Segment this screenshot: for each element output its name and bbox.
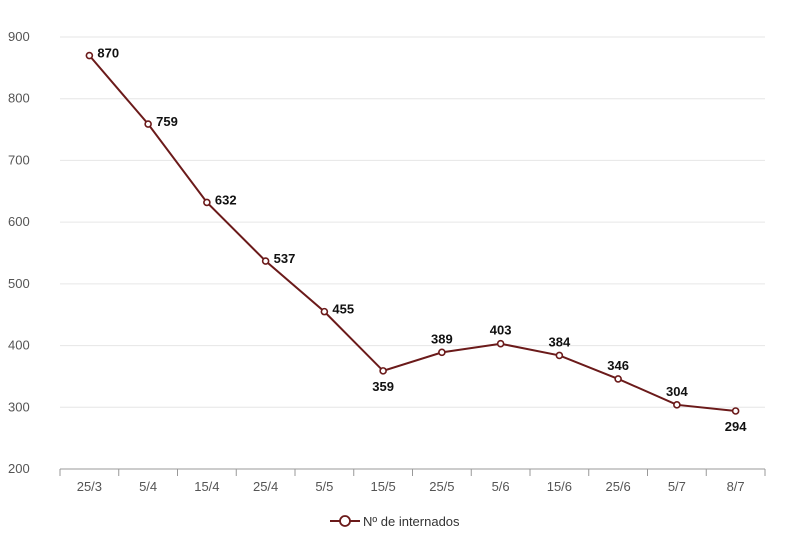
- data-point[interactable]: [261, 257, 270, 265]
- data-point[interactable]: [731, 407, 740, 415]
- legend-label[interactable]: Nº de internados: [363, 514, 460, 529]
- y-tick-label: 900: [8, 29, 30, 44]
- data-point[interactable]: [320, 307, 329, 316]
- x-tick-label: 5/5: [315, 479, 333, 494]
- grid-lines: [60, 36, 765, 408]
- data-label: 455: [332, 302, 354, 317]
- data-label: 384: [549, 334, 571, 349]
- y-tick-label: 400: [8, 338, 30, 353]
- data-label: 537: [274, 251, 296, 266]
- data-point[interactable]: [614, 375, 622, 383]
- y-tick-labels: 200 300 400 500 600 700 800 900: [8, 29, 30, 476]
- x-tick-label: 25/6: [605, 479, 630, 494]
- data-point[interactable]: [496, 339, 505, 348]
- data-label: 403: [490, 323, 512, 338]
- data-label: 389: [431, 331, 453, 346]
- y-tick-label: 800: [8, 91, 30, 106]
- data-label: 294: [725, 419, 747, 434]
- data-label: 304: [666, 384, 688, 399]
- data-point[interactable]: [144, 120, 152, 128]
- data-point[interactable]: [673, 401, 681, 409]
- x-tick-label: 15/4: [194, 479, 219, 494]
- data-point[interactable]: [555, 351, 564, 360]
- y-tick-label: 600: [8, 214, 30, 229]
- y-tick-label: 200: [8, 461, 30, 476]
- data-point[interactable]: [85, 51, 94, 60]
- legend-marker-icon: [339, 515, 351, 527]
- series-line: [88, 54, 736, 412]
- y-tick-label: 500: [8, 276, 30, 291]
- x-tick-labels: 25/3 5/4 15/4 25/4 5/5 15/5 25/5 5/6 15/6 25/6 5/7…: [77, 479, 745, 494]
- axes: [59, 468, 766, 476]
- x-tick-label: 25/3: [77, 479, 102, 494]
- x-tick-label: 5/4: [139, 479, 157, 494]
- data-point[interactable]: [438, 348, 446, 357]
- y-tick-label: 700: [8, 152, 30, 167]
- x-tick-label: 15/6: [547, 479, 572, 494]
- x-tick-label: 5/7: [668, 479, 686, 494]
- data-label: 632: [215, 192, 237, 207]
- x-tick-label: 25/5: [429, 479, 454, 494]
- data-point[interactable]: [379, 367, 387, 375]
- x-tick-label: 15/5: [370, 479, 395, 494]
- x-tick-label: 25/4: [253, 479, 278, 494]
- data-labels: 870 759 632 537 455 359 389 403 384 346 304 294: [97, 46, 747, 434]
- legend[interactable]: Nº de internados: [330, 514, 460, 529]
- data-point[interactable]: [203, 198, 211, 207]
- data-label: 759: [156, 114, 178, 129]
- x-tick-label: 8/7: [727, 479, 745, 494]
- y-tick-label: 300: [8, 399, 30, 414]
- data-label: 359: [372, 379, 394, 394]
- data-label: 870: [97, 46, 119, 61]
- series: [85, 51, 740, 415]
- x-tick-label: 5/6: [492, 479, 510, 494]
- data-label: 346: [607, 358, 629, 373]
